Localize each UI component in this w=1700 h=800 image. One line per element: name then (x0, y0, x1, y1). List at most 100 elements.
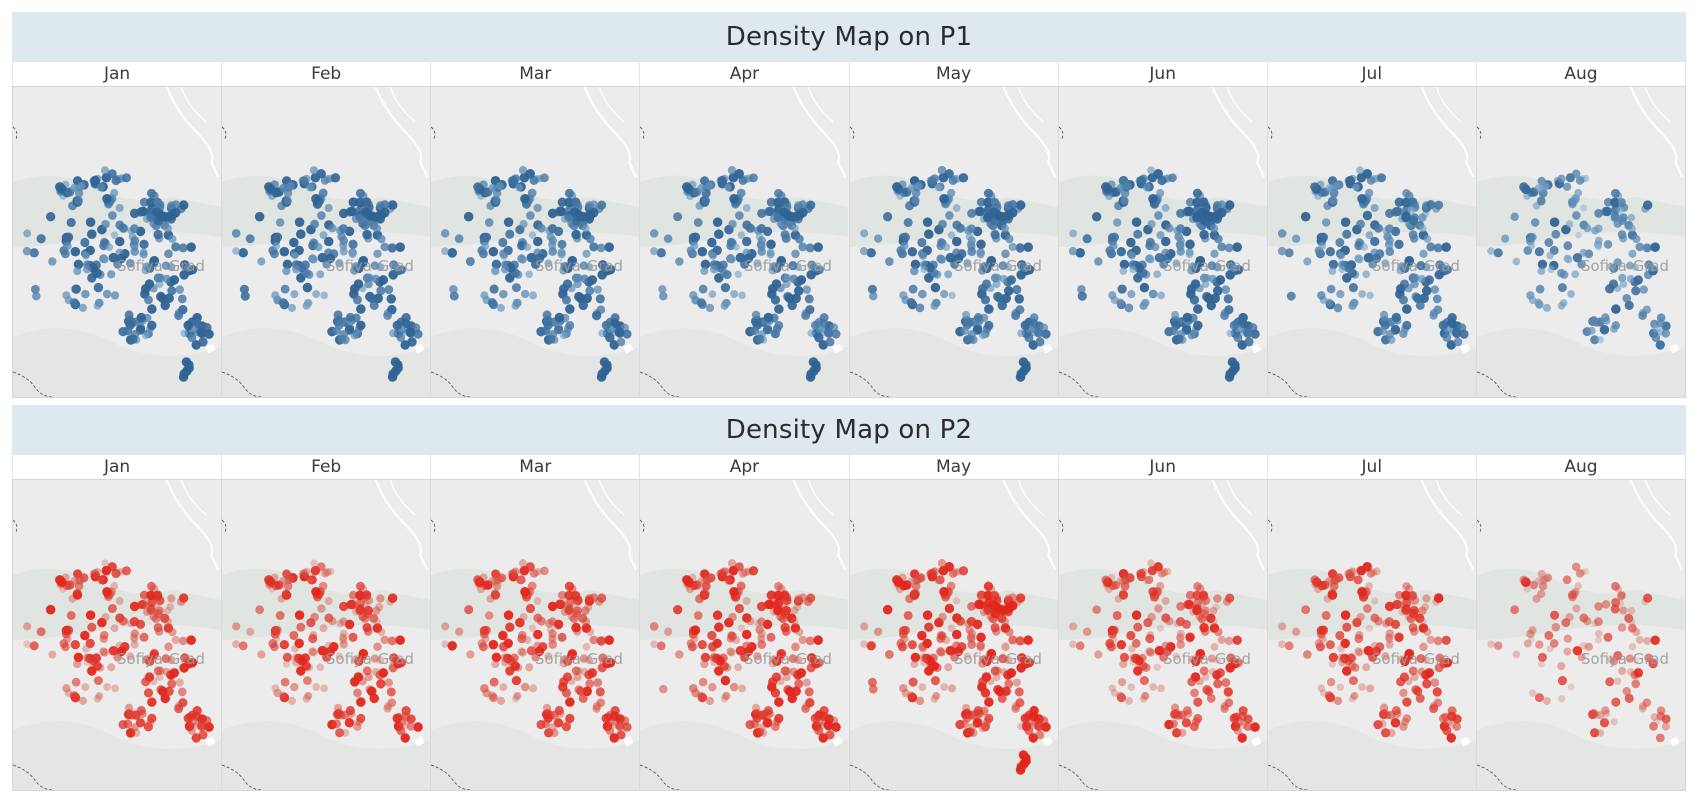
density-dot (466, 650, 475, 659)
density-dot (130, 723, 139, 732)
density-dot (1402, 582, 1411, 591)
density-dot (95, 298, 104, 308)
density-dot (388, 200, 398, 210)
month-label: Mar (431, 62, 641, 86)
density-dot (567, 255, 578, 266)
river-line (180, 87, 207, 123)
density-dot (1356, 194, 1367, 204)
map-panel[interactable]: Sofiya-Grad (1058, 87, 1268, 397)
density-dot (574, 666, 583, 675)
density-dot (943, 270, 952, 279)
density-dot (1441, 635, 1451, 645)
density-dot (1291, 627, 1300, 636)
map-panel[interactable]: Sofiya-Grad (849, 87, 1059, 397)
density-dot (1028, 711, 1039, 722)
density-dot (707, 237, 717, 248)
density-dot (1541, 575, 1550, 583)
map-panel[interactable]: Sofiya-Grad (222, 87, 432, 397)
density-dot (441, 622, 450, 631)
density-dot (585, 679, 595, 689)
density-dot (1627, 224, 1636, 233)
density-dot (938, 587, 949, 597)
map-panel[interactable]: Sofiya-Grad (1058, 480, 1268, 790)
density-dot (48, 650, 57, 659)
density-dot (141, 331, 150, 340)
density-dot (1112, 610, 1122, 621)
density-dot (1572, 253, 1582, 263)
terrain-patch (640, 721, 849, 790)
map-panel[interactable]: Sofiya-Grad (431, 480, 641, 790)
map-panel[interactable]: Sofiya-Grad (1267, 480, 1477, 790)
month-label: Apr (640, 455, 850, 479)
density-dot (1131, 638, 1141, 648)
density-dot (101, 219, 110, 229)
map-panel[interactable]: Sofiya-Grad (431, 87, 641, 397)
map-panel[interactable]: Sofiya-Grad (640, 480, 850, 790)
density-dot (1424, 668, 1434, 678)
density-dot (891, 575, 902, 585)
density-dot (1571, 211, 1581, 220)
density-dot (198, 730, 208, 740)
density-dot (275, 611, 285, 620)
density-dot (32, 291, 41, 301)
map-panel[interactable]: Sofiya-Grad (849, 480, 1059, 790)
density-dot (1192, 188, 1202, 198)
density-dot (1136, 175, 1146, 186)
river-line (1435, 480, 1462, 516)
density-dot (1402, 320, 1412, 331)
density-dot (525, 663, 534, 672)
map-panel[interactable]: Sofiya-Grad (1476, 87, 1685, 397)
map-panel[interactable]: Sofiya-Grad (13, 87, 223, 397)
density-dot (1162, 253, 1172, 264)
density-dot (983, 581, 993, 592)
map-panel[interactable]: Sofiya-Grad (1476, 480, 1685, 790)
density-dot (542, 310, 552, 320)
density-dot (1633, 668, 1643, 678)
city-label: Sofiya-Grad (326, 650, 414, 668)
density-dot (1563, 634, 1572, 643)
density-dot (376, 594, 385, 603)
density-dot (491, 266, 500, 276)
density-dot (257, 650, 266, 659)
map-panel[interactable]: Sofiya-Grad (1267, 87, 1477, 397)
density-dot (383, 704, 392, 713)
density-dot (1000, 293, 1011, 304)
density-dot (572, 609, 581, 618)
density-dot (23, 622, 32, 631)
density-dot (1093, 257, 1103, 266)
density-dot (129, 208, 140, 219)
density-dot (556, 206, 567, 217)
density-dot (316, 169, 327, 179)
map-panel[interactable]: Sofiya-Grad (13, 480, 223, 790)
density-dot (111, 175, 121, 186)
density-dot (500, 251, 509, 260)
density-dot (296, 229, 306, 239)
density-dot (947, 291, 956, 300)
density-dot (273, 232, 283, 242)
density-dot (1221, 678, 1230, 688)
density-dot (1362, 270, 1370, 279)
density-dot (383, 311, 393, 320)
density-dot (560, 261, 570, 272)
density-dot (371, 667, 380, 676)
density-dot (1358, 683, 1366, 691)
terrain-patch (1476, 568, 1685, 640)
density-dot (356, 581, 366, 591)
density-dot (964, 727, 975, 737)
density-dot (533, 203, 543, 213)
density-dot (1153, 211, 1163, 220)
density-dot (726, 647, 735, 656)
density-dot (392, 713, 403, 724)
border-line (849, 126, 854, 140)
density-dot (794, 286, 804, 296)
map-panel[interactable]: Sofiya-Grad (222, 480, 432, 790)
density-dot (70, 576, 79, 585)
map-panel[interactable]: Sofiya-Grad (640, 87, 850, 397)
density-dot (332, 719, 342, 729)
density-dot (690, 241, 699, 250)
density-dot (873, 627, 882, 636)
density-dot (1027, 733, 1038, 743)
density-dot (232, 640, 241, 649)
density-dot (197, 720, 206, 730)
density-dot (1429, 311, 1438, 320)
